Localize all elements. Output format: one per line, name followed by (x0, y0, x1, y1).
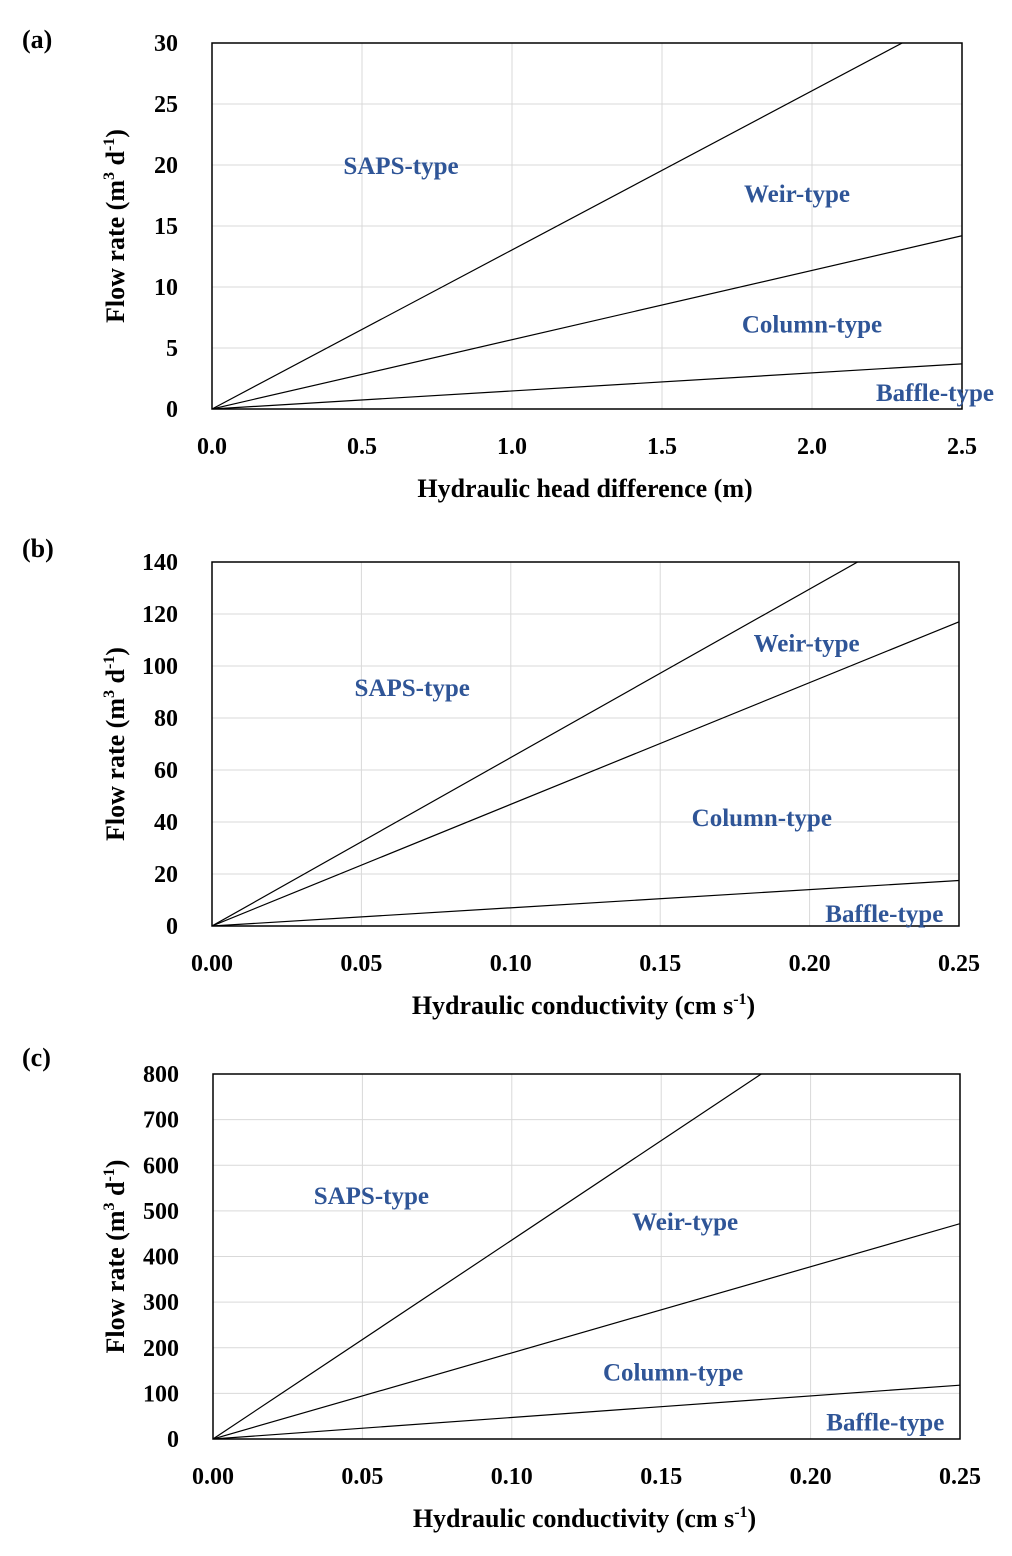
x-tick-label: 0.25 (939, 1464, 981, 1490)
y-tick-label: 300 (143, 1290, 179, 1316)
series-line (213, 1223, 960, 1439)
x-axis-title: Hydraulic conductivity (cm s-1) (413, 1504, 756, 1533)
y-tick-label: 80 (154, 706, 178, 732)
series-line (212, 562, 859, 926)
chart-panel-b: 0.00 0.05 0.10 0.15 0.20 0.25 0 20 40 60 80 100 120 1… (22, 534, 980, 1020)
series-line (212, 879, 959, 926)
y-tick-label: 100 (143, 1381, 179, 1407)
x-tick-label: 0.20 (790, 1464, 832, 1490)
x-tick-label: 0.25 (938, 951, 980, 977)
region-label: Column-type (742, 312, 882, 339)
y-tick-label: 30 (154, 31, 178, 57)
x-tick-label: 0.05 (341, 1464, 383, 1490)
y-tick-label: 40 (154, 810, 178, 836)
region-label: SAPS-type (343, 153, 458, 180)
region-label: SAPS-type (355, 675, 470, 702)
x-tick-label: 2.0 (797, 434, 827, 460)
y-tick-label: 0 (166, 914, 178, 940)
y-tick-label: 20 (154, 153, 178, 179)
series-line (212, 235, 962, 409)
series-line (212, 363, 962, 409)
y-tick-label: 100 (142, 654, 178, 680)
x-tick-label: 0.15 (640, 1464, 682, 1490)
x-tick-label: 0.5 (347, 434, 377, 460)
series-line (213, 1074, 763, 1439)
y-tick-label: 500 (143, 1199, 179, 1225)
region-label: Column-type (692, 805, 832, 832)
y-tick-label: 0 (167, 1427, 179, 1453)
series-line (212, 621, 959, 926)
region-label: SAPS-type (314, 1183, 429, 1210)
plot-frame (211, 561, 960, 927)
x-tick-label: 0.10 (490, 951, 532, 977)
y-tick-label: 20 (154, 862, 178, 888)
x-tick-label: 0.10 (491, 1464, 533, 1490)
y-tick-label: 10 (154, 275, 178, 301)
y-tick-label: 60 (154, 758, 178, 784)
series-line (212, 43, 904, 409)
x-tick-label: 1.0 (497, 434, 527, 460)
region-label: Baffle-type (826, 1410, 944, 1437)
panel-label: (a) (22, 25, 52, 54)
y-axis-title: Flow rate (m3 d-1) (101, 1160, 130, 1354)
series-line (213, 1384, 960, 1439)
y-tick-label: 0 (166, 397, 178, 423)
chart-panel-a: 0.0 0.5 1.0 1.5 2.0 2.5 0 5 10 15 20 25 30 (a) Hydraul… (22, 25, 994, 503)
y-tick-label: 140 (142, 550, 178, 576)
x-tick-label: 1.5 (647, 434, 677, 460)
y-axis-title: Flow rate (m3 d-1) (101, 129, 130, 323)
x-axis-title: Hydraulic head difference (m) (417, 474, 752, 503)
y-tick-label: 25 (154, 92, 178, 118)
y-tick-label: 200 (143, 1336, 179, 1362)
x-axis-title: Hydraulic conductivity (cm s-1) (412, 991, 755, 1020)
panel-label: (b) (22, 534, 54, 563)
x-tick-label: 0.0 (197, 434, 227, 460)
region-label: Weir-type (754, 631, 860, 658)
x-tick-label: 0.20 (789, 951, 831, 977)
region-label: Column-type (603, 1359, 743, 1386)
y-axis-title: Flow rate (m3 d-1) (101, 647, 130, 841)
y-tick-label: 800 (143, 1062, 179, 1088)
panel-label: (c) (22, 1043, 51, 1072)
x-tick-label: 0.05 (340, 951, 382, 977)
y-tick-label: 120 (142, 602, 178, 628)
y-tick-label: 700 (143, 1108, 179, 1134)
y-tick-label: 400 (143, 1245, 179, 1271)
plot-frame (212, 1073, 961, 1440)
x-tick-label: 0.00 (192, 1464, 234, 1490)
chart-panel-c: 0.00 0.05 0.10 0.15 0.20 0.25 0 100 200 300 400 500… (22, 1043, 981, 1533)
x-tick-label: 2.5 (947, 434, 977, 460)
y-tick-label: 5 (166, 336, 178, 362)
region-label: Baffle-type (825, 901, 943, 928)
y-tick-label: 600 (143, 1153, 179, 1179)
region-label: Baffle-type (876, 380, 994, 407)
x-tick-label: 0.00 (191, 951, 233, 977)
plot-frame (211, 42, 963, 410)
region-label: Weir-type (632, 1209, 738, 1236)
region-label: Weir-type (744, 181, 850, 208)
x-tick-label: 0.15 (639, 951, 681, 977)
y-tick-label: 15 (154, 214, 178, 240)
